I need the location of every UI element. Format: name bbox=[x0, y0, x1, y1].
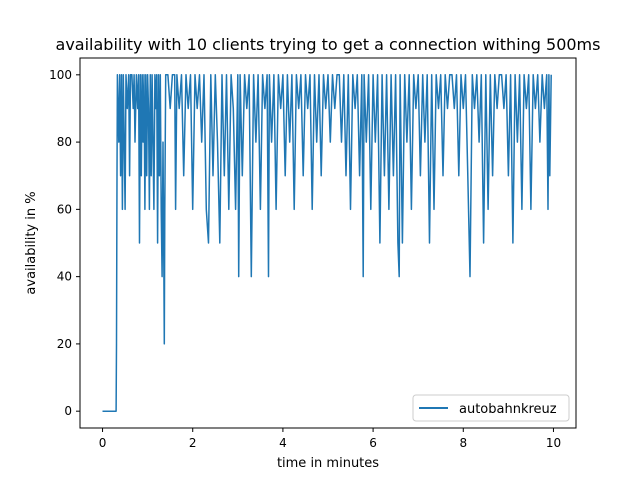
x-tick-label: 2 bbox=[189, 436, 197, 450]
x-axis-ticks: 0 2 4 6 8 10 bbox=[99, 428, 561, 450]
legend-box bbox=[412, 394, 570, 422]
plot-area bbox=[79, 57, 577, 429]
y-axis-ticks: 0 20 40 60 80 100 bbox=[49, 68, 80, 418]
legend-label-autobahnkreuz: autobahnkreuz bbox=[459, 402, 557, 417]
x-tick-label: 10 bbox=[546, 436, 561, 450]
x-tick-label: 4 bbox=[279, 436, 287, 450]
y-tick-label: 80 bbox=[57, 135, 72, 149]
y-tick-label: 20 bbox=[57, 337, 72, 351]
chart-title: availability with 10 clients trying to g… bbox=[56, 35, 601, 54]
legend: autobahnkreuz bbox=[412, 394, 570, 422]
y-tick-label: 40 bbox=[57, 270, 72, 284]
y-tick-label: 60 bbox=[57, 202, 72, 216]
y-tick-label: 0 bbox=[64, 404, 72, 418]
x-tick-label: 0 bbox=[99, 436, 107, 450]
series-line-autobahnkreuz bbox=[102, 74, 552, 412]
x-axis-label: time in minutes bbox=[277, 456, 379, 471]
x-tick-label: 8 bbox=[459, 436, 467, 450]
axes-frame bbox=[79, 57, 577, 429]
y-tick-label: 100 bbox=[49, 68, 72, 82]
y-axis-label: availability in % bbox=[24, 191, 39, 294]
x-tick-label: 6 bbox=[369, 436, 377, 450]
